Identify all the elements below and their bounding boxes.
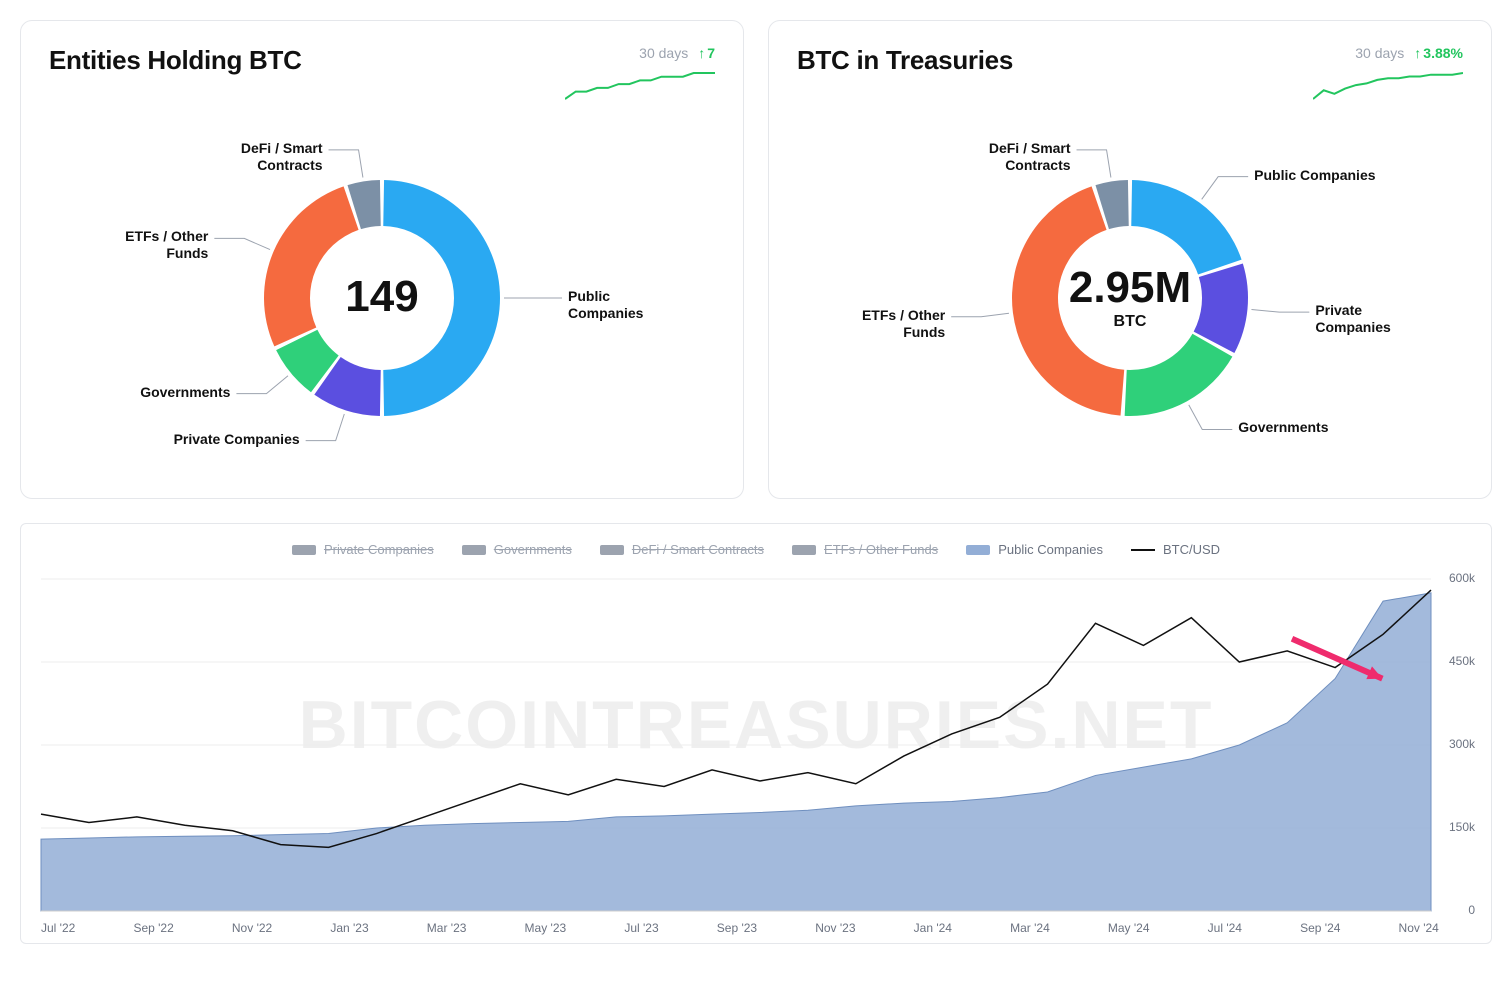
x-tick-label: Nov '22 [232, 921, 272, 935]
donut-segment-label: Governments [1238, 419, 1328, 436]
legend-swatch-icon [292, 545, 316, 555]
treasuries-center-sub: BTC [1069, 313, 1191, 331]
donut-segment-label: Public Companies [1254, 167, 1375, 184]
legend-swatch-icon [462, 545, 486, 555]
treasuries-trend-label: 30 days [1355, 45, 1404, 61]
treasuries-donut-wrap: 2.95M BTC Public Companies Private Compan… [850, 118, 1410, 478]
treasuries-center-value: 2.95M [1069, 265, 1191, 311]
legend-item[interactable]: DeFi / Smart Contracts [600, 542, 764, 557]
donut-segment-label: DeFi / Smart Contracts [921, 140, 1071, 174]
legend-item[interactable]: Governments [462, 542, 572, 557]
x-tick-label: Mar '23 [427, 921, 467, 935]
donut-segment-label: Governments [140, 384, 230, 401]
donut-segment-label: Private Companies [1315, 302, 1410, 336]
donut-segment[interactable] [264, 186, 359, 346]
donut-segment-label: ETFs / Other Funds [102, 228, 208, 262]
entities-center-value: 149 [345, 274, 418, 320]
entities-donut-area: 149 Public Companies Private Companies Gov… [49, 118, 715, 478]
x-tick-label: Jul '24 [1208, 921, 1242, 935]
legend-swatch-icon [792, 545, 816, 555]
x-tick-label: Jul '23 [624, 921, 658, 935]
x-tick-label: Nov '24 [1399, 921, 1439, 935]
y-tick-label: 300k [1449, 737, 1475, 751]
treasuries-card-header: BTC in Treasuries 30 days ↑3.88% [797, 45, 1463, 108]
x-tick-label: Jan '24 [914, 921, 952, 935]
treasuries-trend: 30 days ↑3.88% [1313, 45, 1463, 108]
legend-label: DeFi / Smart Contracts [632, 542, 764, 557]
donut-segment-label: DeFi / Smart Contracts [173, 140, 323, 174]
entities-donut-wrap: 149 Public Companies Private Companies Gov… [102, 118, 662, 478]
treasuries-card-title: BTC in Treasuries [797, 45, 1013, 76]
legend-label: ETFs / Other Funds [824, 542, 938, 557]
x-tick-label: Sep '23 [717, 921, 757, 935]
legend-line-icon [1131, 549, 1155, 551]
legend-item[interactable]: BTC/USD [1131, 542, 1220, 557]
legend-label: Governments [494, 542, 572, 557]
entities-donut-center: 149 [345, 274, 418, 322]
legend-swatch-icon [966, 545, 990, 555]
entities-card-header: Entities Holding BTC 30 days ↑7 [49, 45, 715, 108]
legend-label: Public Companies [998, 542, 1103, 557]
x-tick-label: Nov '23 [815, 921, 855, 935]
x-tick-label: Sep '22 [133, 921, 173, 935]
donut-segment[interactable] [1131, 180, 1241, 275]
top-cards-row: Entities Holding BTC 30 days ↑7 149 Publ… [20, 20, 1492, 499]
entities-card: Entities Holding BTC 30 days ↑7 149 Publ… [20, 20, 744, 499]
up-arrow-icon: ↑ [698, 45, 705, 61]
x-tick-label: May '23 [525, 921, 567, 935]
area-chart-xaxis: Jul '22 Sep '22 Nov '22 Jan '23 Mar '23 May '… [31, 915, 1481, 937]
treasuries-card: BTC in Treasuries 30 days ↑3.88% 2.95M B… [768, 20, 1492, 499]
legend-item[interactable]: Public Companies [966, 542, 1103, 557]
legend-item[interactable]: ETFs / Other Funds [792, 542, 938, 557]
treasuries-trend-value: ↑3.88% [1414, 45, 1463, 61]
area-chart-legend: Private Companies Governments DeFi / Smart… [31, 542, 1481, 557]
legend-label: Private Companies [324, 542, 434, 557]
x-tick-label: Jan '23 [330, 921, 368, 935]
entities-trend-label: 30 days [639, 45, 688, 61]
y-tick-label: 150k [1449, 820, 1475, 834]
legend-label: BTC/USD [1163, 542, 1220, 557]
legend-swatch-icon [600, 545, 624, 555]
treasuries-sparkline [1313, 69, 1463, 103]
public-companies-area [41, 593, 1431, 911]
up-arrow-icon: ↑ [1414, 45, 1421, 61]
x-tick-label: Sep '24 [1300, 921, 1340, 935]
area-chart[interactable]: BITCOINTREASURIES.NET 0150k300k450k600k [31, 575, 1481, 915]
donut-segment-label: Public Companies [568, 288, 662, 322]
entities-card-title: Entities Holding BTC [49, 45, 302, 76]
legend-item[interactable]: Private Companies [292, 542, 434, 557]
area-chart-svg [31, 575, 1481, 915]
donut-segment[interactable] [1125, 334, 1233, 416]
treasuries-donut-center: 2.95M BTC [1069, 265, 1191, 331]
x-tick-label: May '24 [1108, 921, 1150, 935]
y-tick-label: 0 [1468, 903, 1475, 917]
x-tick-label: Jul '22 [41, 921, 75, 935]
donut-segment-label: ETFs / Other Funds [850, 307, 945, 341]
x-tick-label: Mar '24 [1010, 921, 1050, 935]
entities-trend-value: ↑7 [698, 45, 715, 61]
entities-trend: 30 days ↑7 [565, 45, 715, 108]
entities-sparkline [565, 69, 715, 103]
y-tick-label: 600k [1449, 571, 1475, 585]
treasuries-donut-area: 2.95M BTC Public Companies Private Compan… [797, 118, 1463, 478]
area-chart-card: Private Companies Governments DeFi / Smart… [20, 523, 1492, 944]
donut-segment-label: Private Companies [174, 431, 300, 448]
y-tick-label: 450k [1449, 654, 1475, 668]
